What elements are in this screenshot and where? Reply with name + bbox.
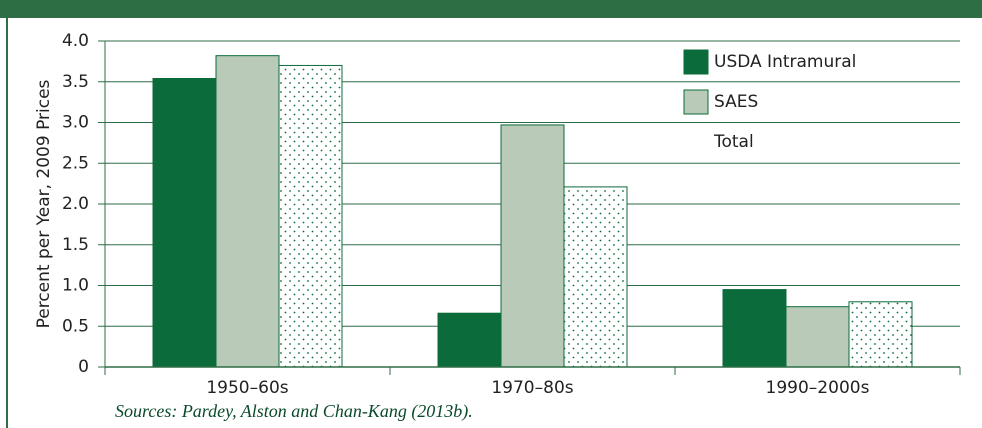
- bar: [722, 289, 787, 368]
- y-tick-label: 1.5: [62, 235, 89, 255]
- x-tick-label: 1970–80s: [491, 378, 573, 398]
- x-tick-label: 1990–2000s: [766, 378, 870, 398]
- source-note: Sources: Pardey, Alston and Chan-Kang (2…: [115, 401, 473, 422]
- legend-swatch: [683, 49, 709, 75]
- bar: [848, 301, 913, 368]
- y-tick-label: 4.0: [62, 31, 89, 51]
- y-tick-label: 2.5: [62, 153, 89, 173]
- bar: [215, 55, 280, 368]
- bar: [278, 64, 343, 368]
- y-tick-label: 2.0: [62, 194, 89, 214]
- bar: [437, 312, 502, 368]
- left-border: [6, 18, 8, 428]
- legend-label: SAES: [714, 92, 758, 112]
- y-axis-label: Percent per Year, 2009 Prices: [34, 79, 54, 328]
- x-tick-label: 1950–60s: [206, 378, 288, 398]
- legend-label: Total: [713, 132, 754, 152]
- bar: [785, 306, 850, 368]
- y-tick-label: 1.0: [62, 276, 89, 296]
- bar: [563, 186, 628, 368]
- y-tick-label: 0.5: [62, 316, 89, 336]
- legend-label: USDA Intramural: [714, 52, 856, 72]
- y-tick-label: 3.0: [62, 113, 89, 133]
- y-tick-label: 0: [78, 357, 89, 377]
- y-tick-label: 3.5: [62, 72, 89, 92]
- legend-swatch: [683, 89, 709, 115]
- header-bar: [0, 0, 982, 18]
- bar: [152, 77, 217, 368]
- bar: [500, 124, 565, 368]
